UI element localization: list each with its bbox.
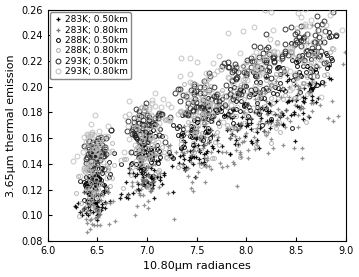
288K; 0.50km: [160, 134, 164, 138]
288K; 0.50km: [82, 198, 87, 202]
X-axis label: 10.80μm radiances: 10.80μm radiances: [143, 261, 251, 271]
288K; 0.80km: [238, 155, 242, 159]
293K; 0.80km: [129, 165, 134, 168]
288K; 0.50km: [244, 102, 248, 106]
283K; 0.50km: [232, 143, 237, 146]
Line: 283K; 0.80km: 283K; 0.80km: [80, 23, 351, 234]
288K; 0.50km: [238, 88, 242, 91]
293K; 0.50km: [316, 4, 321, 8]
283K; 0.50km: [94, 219, 99, 222]
293K; 0.50km: [208, 74, 212, 77]
283K; 0.50km: [249, 121, 253, 125]
283K; 0.50km: [119, 193, 123, 196]
Line: 288K; 0.80km: 288K; 0.80km: [74, 13, 356, 218]
293K; 0.50km: [101, 167, 106, 171]
293K; 0.80km: [159, 106, 163, 109]
288K; 0.80km: [304, 121, 308, 124]
288K; 0.80km: [89, 181, 93, 184]
288K; 0.50km: [118, 162, 123, 165]
283K; 0.50km: [151, 178, 155, 181]
288K; 0.80km: [148, 153, 152, 156]
293K; 0.80km: [252, 84, 257, 87]
283K; 0.80km: [309, 23, 314, 26]
283K; 0.50km: [228, 136, 232, 139]
293K; 0.80km: [94, 179, 98, 182]
293K; 0.50km: [163, 140, 168, 143]
Line: 283K; 0.50km: 283K; 0.50km: [73, 55, 333, 222]
288K; 0.80km: [77, 214, 81, 217]
288K; 0.50km: [261, 87, 266, 91]
288K; 0.80km: [217, 143, 221, 147]
293K; 0.50km: [230, 71, 234, 74]
288K; 0.50km: [181, 127, 186, 131]
283K; 0.50km: [314, 101, 318, 104]
283K; 0.50km: [90, 210, 95, 213]
293K; 0.50km: [132, 120, 136, 124]
Line: 288K; 0.50km: 288K; 0.50km: [78, 30, 338, 202]
293K; 0.50km: [90, 155, 95, 159]
Y-axis label: 3.65μm thermal emission: 3.65μm thermal emission: [5, 54, 15, 197]
288K; 0.80km: [150, 155, 155, 158]
293K; 0.50km: [231, 95, 236, 98]
Line: 293K; 0.50km: 293K; 0.50km: [81, 4, 339, 171]
288K; 0.50km: [230, 121, 235, 124]
293K; 0.80km: [244, 60, 248, 64]
288K; 0.50km: [327, 31, 331, 34]
283K; 0.80km: [307, 92, 311, 95]
283K; 0.80km: [251, 135, 256, 139]
293K; 0.50km: [312, 40, 317, 43]
283K; 0.80km: [255, 126, 259, 130]
283K; 0.80km: [154, 153, 159, 157]
293K; 0.80km: [189, 102, 194, 105]
283K; 0.50km: [314, 56, 318, 59]
283K; 0.80km: [100, 170, 104, 173]
283K; 0.80km: [171, 157, 175, 160]
288K; 0.80km: [352, 13, 356, 16]
293K; 0.50km: [250, 60, 254, 63]
288K; 0.80km: [263, 104, 267, 107]
283K; 0.80km: [85, 230, 89, 234]
293K; 0.80km: [96, 150, 101, 153]
283K; 0.80km: [166, 191, 171, 194]
288K; 0.80km: [201, 107, 206, 110]
288K; 0.50km: [92, 180, 96, 184]
Legend: 283K; 0.50km, 283K; 0.80km, 288K; 0.50km, 288K; 0.80km, 293K; 0.50km, 293K; 0.80: 283K; 0.50km, 283K; 0.80km, 288K; 0.50km…: [50, 12, 131, 79]
293K; 0.80km: [238, 52, 243, 55]
283K; 0.80km: [246, 157, 251, 160]
Line: 293K; 0.80km: 293K; 0.80km: [71, 0, 344, 183]
283K; 0.50km: [224, 113, 228, 116]
